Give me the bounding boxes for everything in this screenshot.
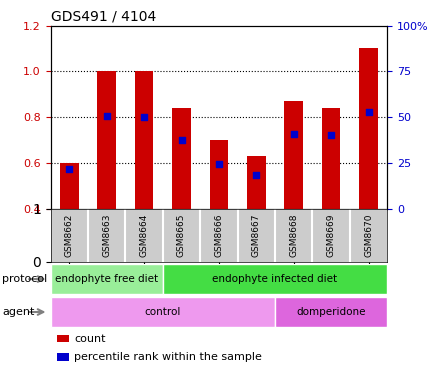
Text: GSM8670: GSM8670 (364, 213, 373, 257)
Bar (135, 71, 154, 209)
Point (290, 131, 297, 137)
Bar (163, 264, 387, 294)
Bar (172, 108, 191, 209)
Bar (97, 71, 116, 209)
Text: endophyte free diet: endophyte free diet (55, 274, 158, 284)
Bar (51, 264, 163, 294)
Text: protocol: protocol (2, 274, 48, 284)
Text: control: control (145, 307, 181, 317)
Point (103, 113, 110, 119)
Text: GDS491 / 4104: GDS491 / 4104 (51, 9, 156, 23)
Text: agent: agent (2, 307, 35, 317)
Text: domperidone: domperidone (297, 307, 366, 317)
Bar (284, 101, 303, 209)
Text: GSM8664: GSM8664 (139, 213, 149, 257)
Text: GSM8663: GSM8663 (102, 213, 111, 257)
Point (327, 132, 335, 138)
Point (178, 137, 185, 143)
Bar (209, 140, 228, 209)
Bar (51, 297, 275, 327)
Bar (60, 163, 79, 209)
Point (216, 161, 222, 167)
Point (141, 114, 148, 120)
Text: GSM8666: GSM8666 (214, 213, 224, 257)
Bar (57, 353, 69, 361)
Text: GSM8665: GSM8665 (177, 213, 186, 257)
Text: endophyte infected diet: endophyte infected diet (213, 274, 337, 284)
Bar (275, 297, 387, 327)
Point (365, 109, 372, 115)
Bar (359, 49, 378, 209)
Point (253, 172, 260, 178)
Text: percentile rank within the sample: percentile rank within the sample (74, 352, 262, 362)
Text: count: count (74, 333, 106, 344)
Text: GSM8667: GSM8667 (252, 213, 261, 257)
Text: GSM8669: GSM8669 (326, 213, 336, 257)
Bar (57, 335, 69, 342)
Text: GSM8668: GSM8668 (289, 213, 298, 257)
Text: GSM8662: GSM8662 (65, 213, 74, 257)
Bar (247, 156, 266, 209)
Point (66, 166, 73, 172)
Bar (322, 108, 341, 209)
